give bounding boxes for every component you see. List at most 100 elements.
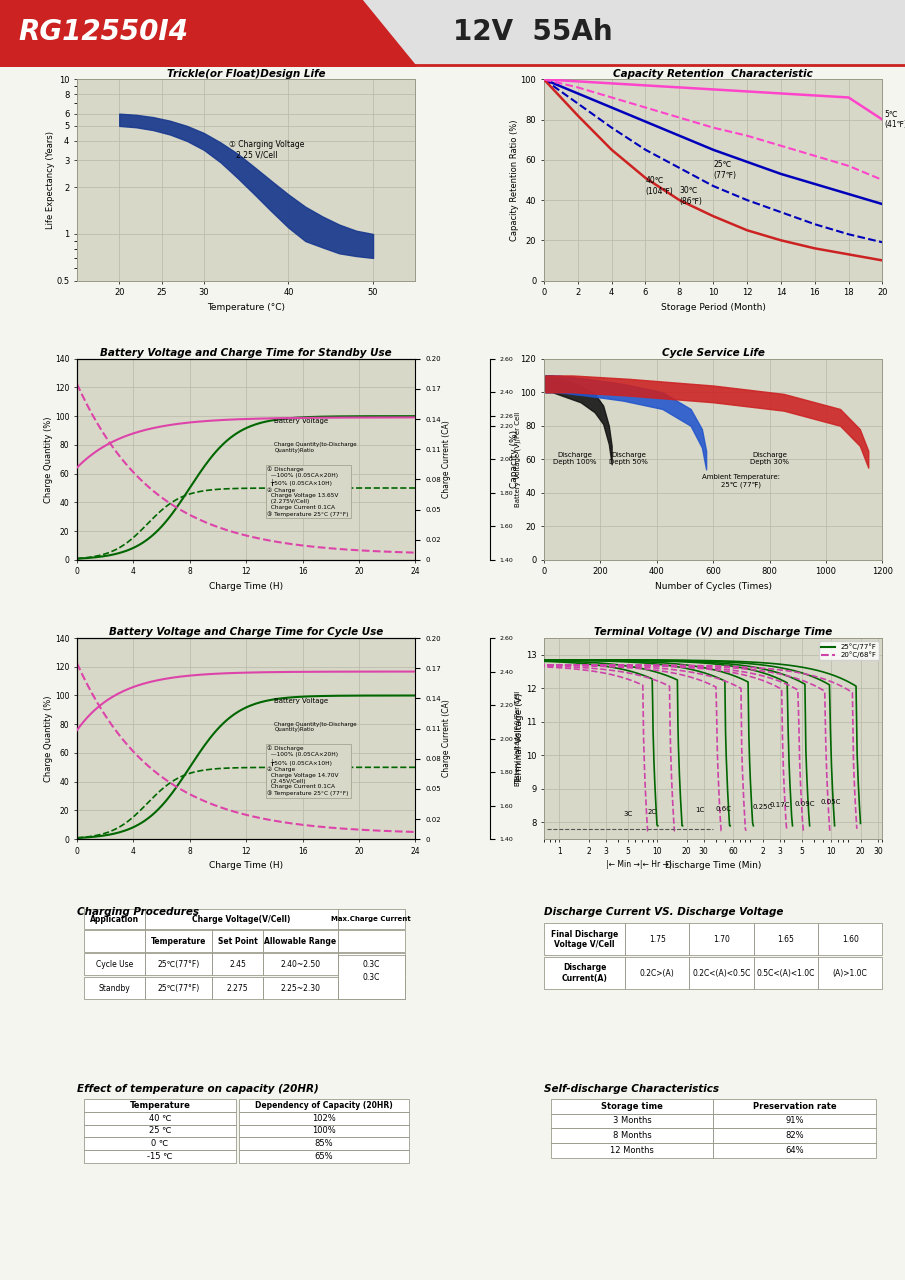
Text: Battery Voltage: Battery Voltage	[274, 698, 329, 704]
Text: 1C: 1C	[695, 808, 705, 813]
Text: Dependency of Capacity (20HR): Dependency of Capacity (20HR)	[255, 1101, 393, 1110]
Title: Capacity Retention  Characteristic: Capacity Retention Characteristic	[614, 69, 813, 78]
Bar	[713, 1098, 876, 1114]
Bar	[544, 957, 625, 989]
Text: 1.60: 1.60	[842, 934, 859, 943]
Text: 40 ℃: 40 ℃	[148, 1114, 171, 1123]
Bar	[83, 1149, 236, 1162]
Text: Allowable Range: Allowable Range	[264, 937, 337, 946]
Text: Battery Voltage: Battery Voltage	[274, 419, 329, 425]
Y-axis label: Terminal Voltage (V): Terminal Voltage (V)	[515, 692, 524, 785]
X-axis label: Temperature (°C): Temperature (°C)	[207, 302, 285, 312]
Bar	[338, 955, 405, 998]
Bar	[551, 1098, 713, 1114]
Text: Discharge
Depth 30%: Discharge Depth 30%	[750, 452, 789, 466]
Bar	[263, 977, 338, 998]
Legend: 25°C/77°F, 20°C/68°F: 25°C/77°F, 20°C/68°F	[819, 641, 879, 660]
Y-axis label: Battery Voltage (V)/Per Cell: Battery Voltage (V)/Per Cell	[515, 412, 521, 507]
Y-axis label: Charge Quantity (%): Charge Quantity (%)	[44, 416, 53, 503]
X-axis label: Charge Time (H): Charge Time (H)	[209, 582, 283, 591]
Text: Final Discharge
Voltage V/Cell: Final Discharge Voltage V/Cell	[551, 929, 618, 948]
Text: 8 Months: 8 Months	[613, 1132, 652, 1140]
Text: 5℃
(41℉): 5℃ (41℉)	[884, 110, 905, 129]
Text: (A)>1.0C: (A)>1.0C	[833, 969, 868, 978]
X-axis label: Number of Cycles (Times): Number of Cycles (Times)	[654, 582, 772, 591]
Text: 82%: 82%	[785, 1132, 804, 1140]
Y-axis label: Charge Current (CA): Charge Current (CA)	[443, 420, 452, 498]
Bar	[239, 1149, 408, 1162]
Text: ① Discharge
  —100% (0.05CA×20H)
  ╆50% (0.05CA×10H)
② Charge
  Charge Voltage 1: ① Discharge —100% (0.05CA×20H) ╆50% (0.0…	[267, 466, 348, 517]
Text: Set Point: Set Point	[218, 937, 258, 946]
Bar	[338, 977, 405, 998]
Text: 0.17C: 0.17C	[770, 803, 790, 809]
Bar	[690, 923, 754, 955]
Bar	[754, 923, 818, 955]
Bar	[83, 1137, 236, 1149]
Bar	[713, 1114, 876, 1128]
X-axis label: Charge Time (H): Charge Time (H)	[209, 861, 283, 870]
Bar	[239, 1112, 408, 1125]
Y-axis label: Charge Current (CA): Charge Current (CA)	[443, 700, 452, 777]
Bar	[83, 1125, 236, 1137]
Bar	[213, 977, 263, 998]
Text: 102%: 102%	[312, 1114, 336, 1123]
Y-axis label: Capacity (%): Capacity (%)	[510, 430, 519, 489]
Bar	[145, 954, 213, 975]
Text: -15 ℃: -15 ℃	[148, 1152, 173, 1161]
Bar	[551, 1143, 713, 1157]
Bar	[338, 954, 405, 975]
Bar	[818, 923, 882, 955]
Bar	[145, 909, 338, 929]
Bar	[690, 957, 754, 989]
Bar	[213, 954, 263, 975]
Text: Cycle Use: Cycle Use	[96, 960, 133, 969]
Text: 40℃
(104℉): 40℃ (104℉)	[645, 177, 673, 196]
Text: 0.5C<(A)<1.0C: 0.5C<(A)<1.0C	[757, 969, 815, 978]
Bar	[263, 954, 338, 975]
Text: 25℃(77°F): 25℃(77°F)	[157, 983, 200, 992]
Text: Preservation rate: Preservation rate	[753, 1102, 836, 1111]
Text: Charge Voltage(V/Cell): Charge Voltage(V/Cell)	[192, 915, 291, 924]
Text: Discharge
Depth 50%: Discharge Depth 50%	[609, 452, 648, 466]
Text: 30℃
(86℉): 30℃ (86℉)	[680, 187, 702, 206]
Bar	[713, 1128, 876, 1143]
Polygon shape	[362, 0, 905, 67]
Text: 85%: 85%	[315, 1139, 333, 1148]
Bar	[213, 931, 263, 952]
Text: Charge Quantity(to-Discharge
Quantity)Ratio: Charge Quantity(to-Discharge Quantity)Ra…	[274, 443, 357, 453]
Bar	[338, 931, 405, 952]
Text: |← Min →|← Hr →|: |← Min →|← Hr →|	[605, 860, 672, 869]
Text: 2.45: 2.45	[229, 960, 246, 969]
Polygon shape	[0, 0, 416, 67]
Text: 0.05C: 0.05C	[821, 799, 842, 805]
Bar	[83, 1100, 236, 1112]
X-axis label: Storage Period (Month): Storage Period (Month)	[661, 302, 766, 312]
Text: Charging Procedures: Charging Procedures	[77, 906, 199, 916]
Text: 25℃
(77℉): 25℃ (77℉)	[713, 160, 736, 179]
Bar	[263, 931, 338, 952]
Title: Cycle Service Life: Cycle Service Life	[662, 348, 765, 358]
Bar	[713, 1143, 876, 1157]
Text: Ambient Temperature:
25℃ (77℉): Ambient Temperature: 25℃ (77℉)	[702, 474, 780, 488]
Text: Discharge
Current(A): Discharge Current(A)	[562, 964, 607, 983]
Bar	[625, 957, 690, 989]
Y-axis label: Capacity Retention Ratio (%): Capacity Retention Ratio (%)	[510, 119, 519, 241]
Bar	[83, 909, 145, 929]
Bar	[239, 1137, 408, 1149]
Bar	[239, 1100, 408, 1112]
Text: 64%: 64%	[785, 1146, 804, 1155]
Text: ① Charging Voltage
   2.25 V/Cell: ① Charging Voltage 2.25 V/Cell	[229, 140, 305, 160]
Text: 25℃(77°F): 25℃(77°F)	[157, 960, 200, 969]
Text: 0.6C: 0.6C	[715, 805, 731, 812]
Text: 12 Months: 12 Months	[610, 1146, 654, 1155]
Bar	[338, 909, 405, 929]
Text: 0.2C>(A): 0.2C>(A)	[640, 969, 675, 978]
Bar	[145, 931, 213, 952]
Title: Battery Voltage and Charge Time for Standby Use: Battery Voltage and Charge Time for Stan…	[100, 348, 392, 358]
Text: 0.25C: 0.25C	[753, 804, 773, 810]
Text: 1.75: 1.75	[649, 934, 666, 943]
Text: 91%: 91%	[786, 1116, 804, 1125]
Bar	[83, 1112, 236, 1125]
Text: 0.3C: 0.3C	[363, 973, 380, 982]
Text: 0 ℃: 0 ℃	[151, 1139, 168, 1148]
